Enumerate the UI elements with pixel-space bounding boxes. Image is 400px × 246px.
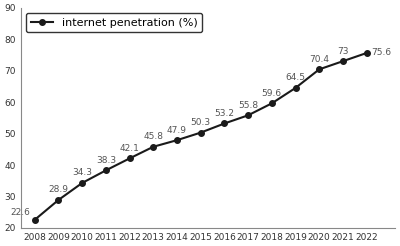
Text: 34.3: 34.3: [72, 169, 92, 177]
Text: 45.8: 45.8: [143, 132, 163, 141]
internet penetration (%): [364, 51, 369, 54]
internet penetration (%): [151, 145, 156, 148]
Text: 47.9: 47.9: [167, 126, 187, 135]
internet penetration (%): [246, 114, 250, 117]
internet penetration (%): [222, 122, 227, 125]
Text: 50.3: 50.3: [191, 118, 211, 127]
Text: 70.4: 70.4: [309, 55, 329, 64]
internet penetration (%): [293, 86, 298, 89]
internet penetration (%): [270, 102, 274, 105]
Line: internet penetration (%): internet penetration (%): [32, 50, 370, 223]
internet penetration (%): [317, 68, 322, 71]
Text: 59.6: 59.6: [262, 89, 282, 98]
Text: 42.1: 42.1: [120, 144, 140, 153]
Text: 38.3: 38.3: [96, 156, 116, 165]
internet penetration (%): [104, 169, 108, 172]
internet penetration (%): [174, 139, 179, 142]
internet penetration (%): [80, 182, 84, 184]
Text: 53.2: 53.2: [214, 109, 234, 118]
internet penetration (%): [32, 218, 37, 221]
internet penetration (%): [56, 199, 61, 201]
Text: 73: 73: [337, 46, 349, 56]
Text: 28.9: 28.9: [48, 185, 68, 194]
Legend: internet penetration (%): internet penetration (%): [26, 13, 202, 32]
internet penetration (%): [127, 157, 132, 160]
internet penetration (%): [198, 131, 203, 134]
internet penetration (%): [340, 60, 345, 63]
Text: 22.6: 22.6: [11, 208, 30, 217]
Text: 75.6: 75.6: [371, 48, 391, 58]
Text: 64.5: 64.5: [286, 73, 306, 82]
Text: 55.8: 55.8: [238, 101, 258, 110]
